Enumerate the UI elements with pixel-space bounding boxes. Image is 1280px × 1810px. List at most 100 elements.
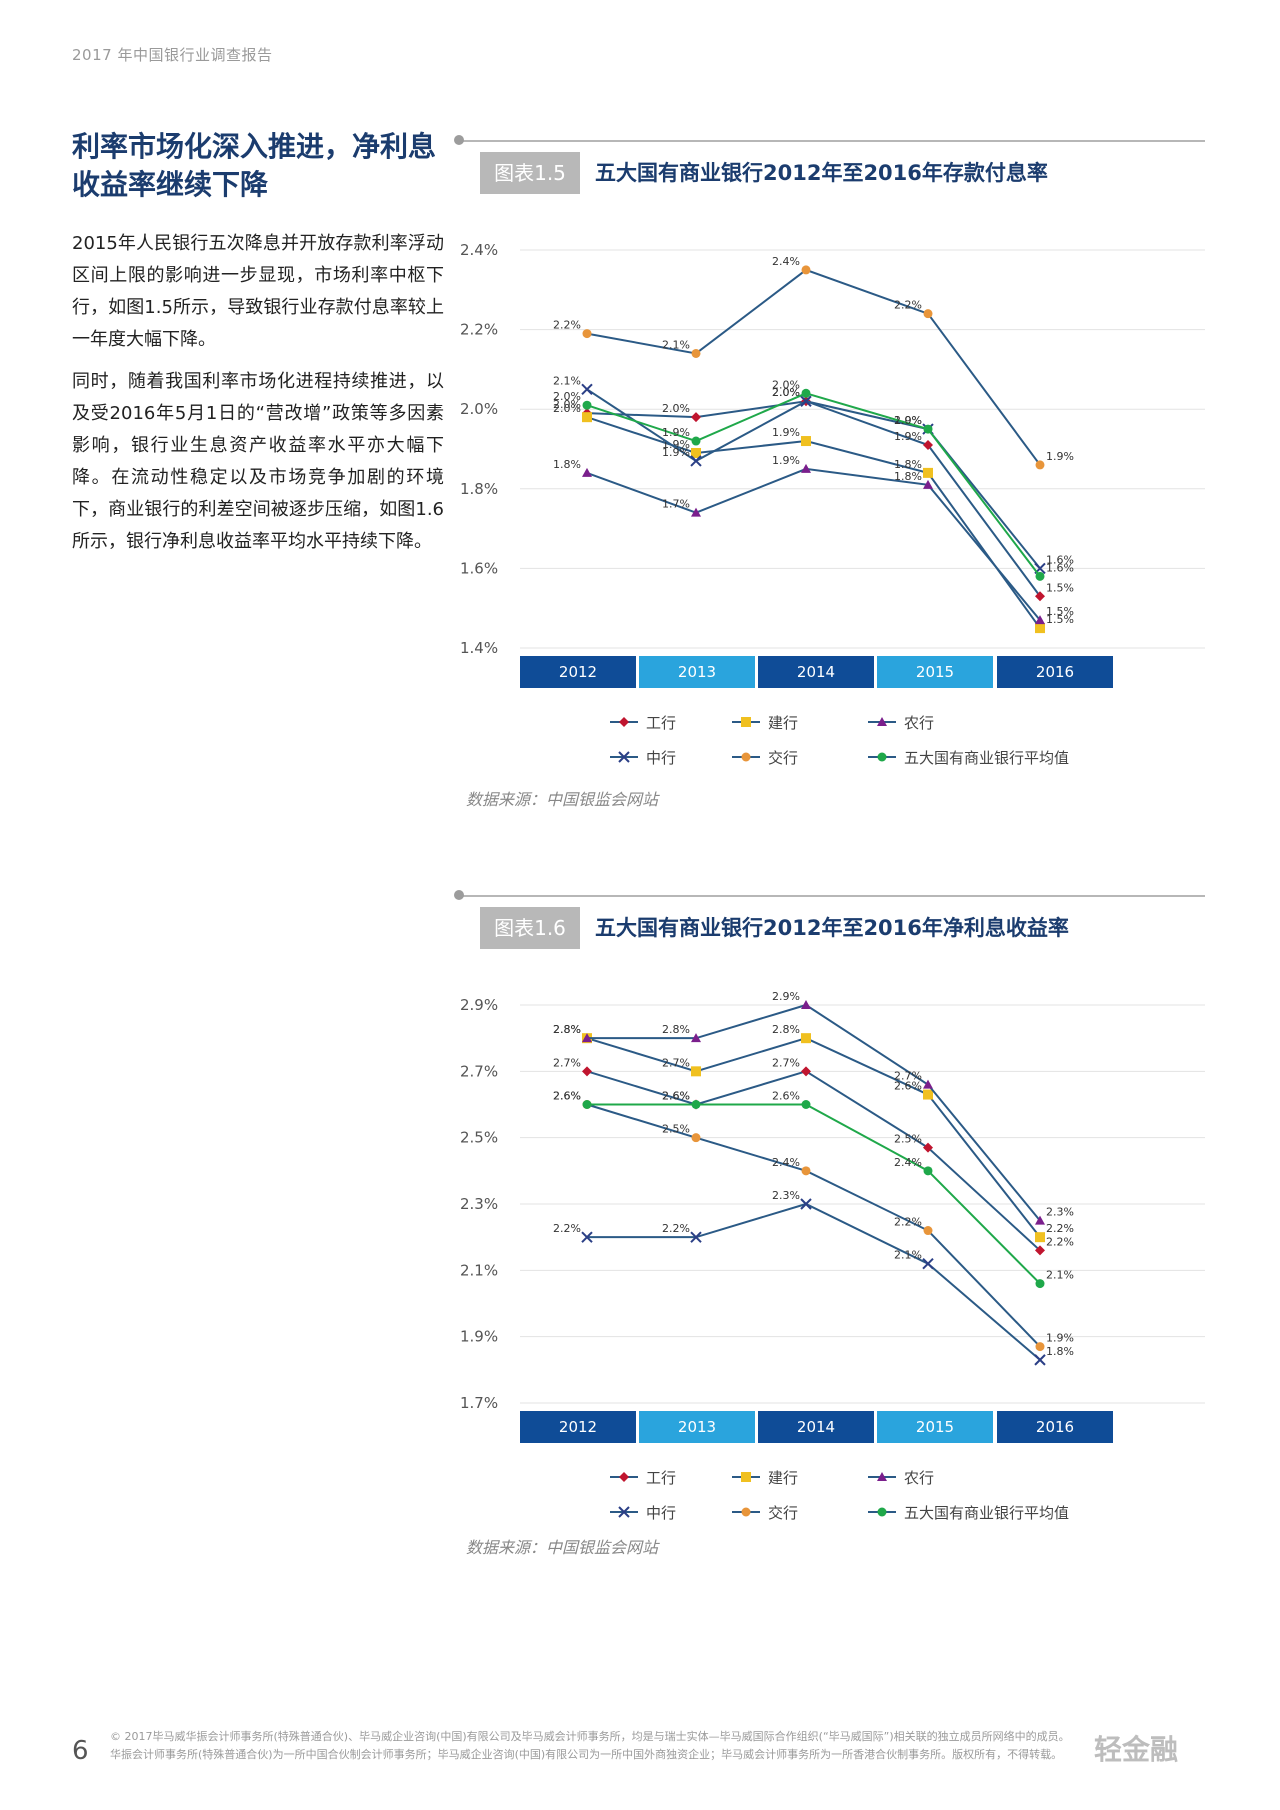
data-point (923, 467, 933, 478)
y-tick-label: 2.9% (460, 996, 498, 1014)
x-category-band (520, 1411, 636, 1443)
data-point (1034, 1354, 1046, 1366)
chart-divider (460, 895, 1205, 897)
y-tick-label: 1.9% (460, 1328, 498, 1346)
data-label: 2.8% (553, 1023, 581, 1036)
chart-1-5-svg: 1.4% 1.6% 1.8% 2.0% 2.2% 2.4% 2012 2013 2014 2015… (460, 241, 1205, 767)
data-label: 2.3% (1046, 1206, 1074, 1219)
legend-label: 交行 (768, 1504, 798, 1522)
chart-1-6: 图表1.6 五大国有商业银行2012年至2016年净利息收益率 1.7% 1.9%… (454, 890, 1220, 1575)
data-label: 1.9% (772, 426, 800, 439)
data-label: 2.1% (894, 1249, 922, 1262)
x-category-band (997, 656, 1113, 688)
data-label: 1.6% (1046, 561, 1074, 574)
report-header: 2017 年中国银行业调查报告 (72, 46, 273, 64)
data-point (1035, 460, 1045, 470)
data-label: 1.9% (894, 430, 922, 443)
y-tick-label: 2.3% (460, 1195, 498, 1213)
series-line (586, 1070, 1041, 1252)
data-label: 2.0% (772, 386, 800, 399)
legend-marker (741, 717, 751, 727)
data-label: 2.7% (772, 1056, 800, 1069)
data-label: 2.2% (553, 1222, 581, 1235)
data-point (582, 1100, 592, 1109)
data-label: 2.5% (894, 1133, 922, 1146)
body-text: 2015年人民银行五次降息并开放存款利率浮动区间上限的影响进一步显现，市场利率中… (72, 228, 444, 568)
data-label: 1.8% (894, 470, 922, 483)
data-label: 2.2% (553, 319, 581, 332)
copyright-text: © 2017毕马威华振会计师事务所(特殊普通合伙)、毕马威企业咨询(中国)有限公… (110, 1728, 1220, 1764)
data-label: 2.6% (553, 1090, 581, 1103)
data-point (801, 1100, 811, 1109)
data-label: 2.4% (772, 1156, 800, 1169)
legend-marker (877, 1507, 887, 1517)
watermark-logo: 轻金融 (1094, 1733, 1179, 1766)
data-label: 1.5% (1046, 581, 1074, 594)
chart-divider (460, 140, 1205, 142)
data-point (801, 1000, 811, 1009)
data-label: 2.8% (662, 1023, 690, 1036)
data-label: 2.2% (1046, 1235, 1074, 1248)
data-label: 1.9% (662, 446, 690, 459)
data-label: 1.5% (1046, 613, 1074, 626)
y-tick-label: 1.4% (460, 639, 498, 657)
legend-label: 五大国有商业银行平均值 (904, 1504, 1069, 1522)
data-point (923, 1166, 933, 1176)
data-point (690, 455, 702, 467)
data-label: 2.6% (553, 1090, 581, 1103)
chart-1-5-source: 数据来源：中国银监会网站 (466, 790, 659, 809)
data-point (923, 479, 933, 489)
data-point (923, 1226, 933, 1236)
data-point (923, 1079, 933, 1089)
data-label: 2.6% (662, 1090, 690, 1103)
paragraph-1: 2015年人民银行五次降息并开放存款利率浮动区间上限的影响进一步显现，市场利率中… (72, 233, 444, 350)
y-tick-label: 2.5% (460, 1129, 498, 1147)
data-point (801, 388, 811, 398)
data-point (801, 1166, 811, 1176)
data-label: 1.6% (1046, 553, 1074, 566)
data-label: 2.0% (772, 386, 800, 399)
data-label: 1.8% (1046, 1345, 1074, 1358)
data-label: 2.2% (662, 1222, 690, 1235)
data-label: 2.2% (894, 1216, 922, 1229)
data-label: 2.7% (553, 1056, 581, 1069)
data-point (1035, 623, 1045, 634)
data-point (923, 440, 933, 451)
data-label: 2.5% (662, 1123, 690, 1136)
legend-marker (877, 717, 887, 726)
y-tick-label: 2.4% (460, 241, 498, 259)
section-title: 利率市场化深入推进，净利息收益率继续下降 (72, 130, 437, 201)
chart-1-5: 图表1.5 五大国有商业银行2012年至2016年存款付息率 1.4% 1.6% 1… (454, 135, 1220, 820)
data-point (581, 1231, 593, 1243)
data-label: 1.9% (662, 438, 690, 451)
data-point (1035, 571, 1045, 581)
series-line (586, 416, 1041, 629)
legend-marker (618, 1506, 630, 1518)
chart-title: 五大国有商业银行2012年至2016年存款付息率 (595, 161, 1048, 185)
series-line (586, 1103, 1041, 1348)
y-tick-label: 2.7% (460, 1062, 498, 1080)
x-category-band (758, 656, 874, 688)
data-point (801, 1033, 811, 1044)
data-label: 2.7% (662, 1056, 690, 1069)
x-tick-label: 2015 (916, 663, 954, 681)
series-1: 2.7% 2.6% 2.7% 2.5% 2.2% (553, 1056, 1074, 1256)
x-tick-label: 2016 (1036, 663, 1074, 681)
series-line (587, 1103, 1041, 1285)
legend-marker (741, 752, 751, 762)
x-tick-label: 2012 (559, 1418, 597, 1436)
legend-label: 交行 (768, 749, 798, 767)
data-point (800, 1198, 812, 1210)
series-2: 2.0%1.9%1.9%1.8%1.5% (553, 402, 1074, 634)
data-point (582, 1066, 592, 1077)
y-tick-label: 2.0% (460, 400, 498, 418)
legend-label: 工行 (646, 714, 676, 732)
data-point (923, 1142, 933, 1153)
data-point (1035, 1342, 1045, 1352)
data-point (582, 467, 592, 477)
y-tick-label: 1.8% (460, 480, 498, 498)
data-point (801, 463, 811, 473)
y-tick-label: 1.7% (460, 1394, 498, 1412)
legend-label: 中行 (646, 1504, 676, 1522)
data-label: 2.4% (894, 1156, 922, 1169)
